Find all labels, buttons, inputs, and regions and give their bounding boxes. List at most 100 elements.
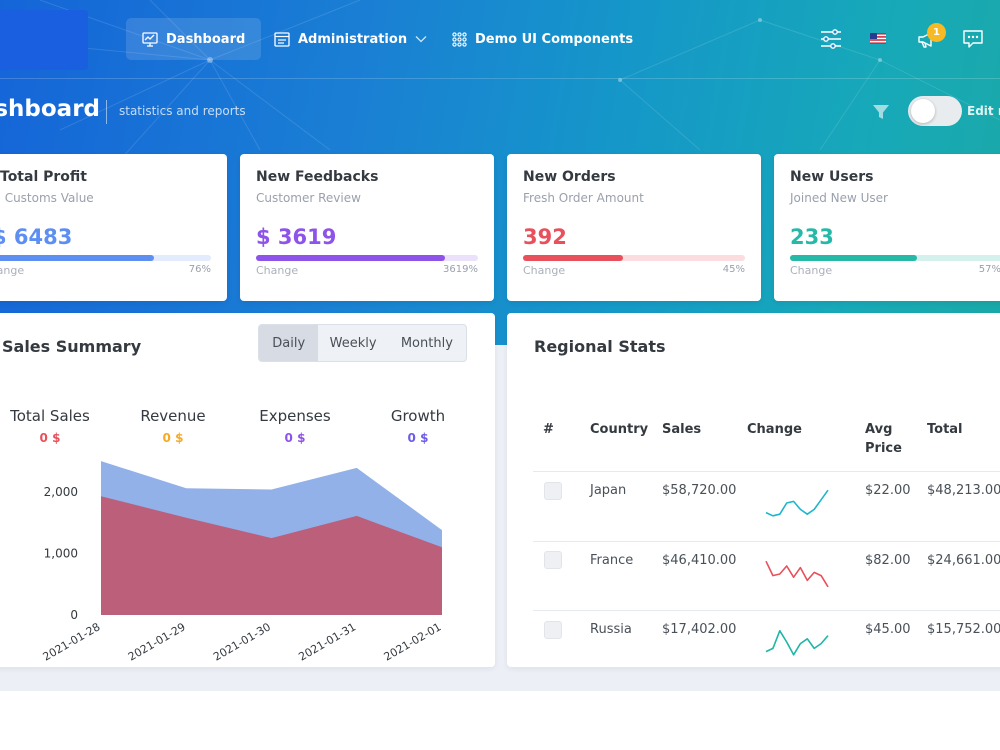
- stat-card-title: New Feedbacks: [256, 169, 379, 185]
- cell-country: France: [590, 553, 634, 568]
- nav-demo-ui-components[interactable]: Demo UI Components: [436, 18, 649, 60]
- header-divider: [0, 78, 1000, 79]
- stat-card-progress: [0, 255, 211, 261]
- stat-card-percent: 57%: [978, 264, 1000, 275]
- cell-total: $48,213.00: [927, 483, 1000, 498]
- trend-sparkline: [765, 560, 829, 588]
- area-series-1: [101, 496, 442, 615]
- stat-card-title: Total Profit: [0, 169, 87, 185]
- metric-label: Growth: [390, 407, 446, 425]
- grid-dots-icon: [452, 31, 467, 47]
- y-tick-label: 0: [70, 608, 78, 622]
- metric-value: 0 $: [407, 431, 429, 445]
- sales-summary-title: Sales Summary: [2, 337, 142, 356]
- stat-card-subtitle: Customer Review: [256, 191, 361, 205]
- tab-weekly[interactable]: Weekly: [329, 335, 377, 351]
- notifications-button[interactable]: [914, 26, 940, 52]
- metric-label: Expenses: [259, 407, 331, 425]
- chat-bubble-icon: [963, 30, 983, 48]
- stat-card-progress-fill: [256, 255, 445, 261]
- row-checkbox[interactable]: [544, 621, 562, 639]
- metric-total-sales: Total Sales 0 $: [0, 407, 110, 445]
- regional-stats-title: Regional Stats: [534, 337, 666, 356]
- stat-card-value: $ 3619: [256, 225, 337, 249]
- chat-button[interactable]: [960, 26, 986, 52]
- period-tabs: Daily Weekly Monthly: [258, 324, 467, 362]
- metric-revenue: Revenue 0 $: [113, 407, 233, 445]
- stat-card-progress-fill: [0, 255, 154, 261]
- tab-daily[interactable]: Daily: [259, 325, 319, 361]
- row-checkbox[interactable]: [544, 482, 562, 500]
- cell-avg-price: $45.00: [865, 622, 911, 637]
- sales-area-chart: 0 1,000 2,000 2021-01-28 2021-01-29 2021-01-3…: [41, 461, 444, 664]
- edit-mode-label: Edit m: [967, 104, 1000, 118]
- col-header-sales[interactable]: Sales: [662, 422, 702, 437]
- col-header-avg-price[interactable]: Avg Price: [865, 422, 902, 456]
- col-header-country[interactable]: Country: [590, 422, 649, 437]
- stat-card-value: $ 6483: [0, 225, 73, 249]
- filter-icon[interactable]: [872, 103, 890, 121]
- stat-card-progress-fill: [790, 255, 917, 261]
- tab-monthly[interactable]: Monthly: [400, 335, 453, 351]
- row-checkbox[interactable]: [544, 551, 562, 569]
- row-divider: [533, 610, 1000, 611]
- sparkline-path: [765, 630, 829, 656]
- sliders-icon: [821, 29, 841, 49]
- cell-total: $24,661.00: [927, 553, 1000, 568]
- stat-card-progress: [256, 255, 478, 261]
- regional-stats-panel: Regional Stats: [507, 313, 1000, 667]
- cell-avg-price: $22.00: [865, 483, 911, 498]
- stat-card-progress: [523, 255, 745, 261]
- megaphone-icon: [918, 32, 932, 48]
- us-flag-icon[interactable]: [870, 33, 886, 44]
- trend-sparkline: [765, 630, 829, 656]
- stat-card-progress: [790, 255, 1000, 261]
- sparkline-path: [765, 489, 829, 517]
- cell-avg-price: $82.00: [865, 553, 911, 568]
- chart-screen-icon: [142, 31, 158, 47]
- stat-card-new-orders: New Orders Fresh Order Amount 392 Change…: [507, 154, 761, 301]
- stat-card-change-label: Change: [256, 264, 299, 277]
- metric-growth: Growth 0 $: [358, 407, 478, 445]
- stat-card-percent: 3619%: [443, 264, 478, 275]
- nav-dashboard[interactable]: Dashboard: [126, 18, 262, 60]
- cell-sales: $17,402.00: [662, 622, 737, 637]
- metric-label: Revenue: [140, 407, 206, 425]
- app-logo[interactable]: [0, 10, 88, 70]
- col-header-change[interactable]: Change: [747, 422, 802, 437]
- edit-mode-toggle[interactable]: [908, 96, 962, 126]
- sparkline-path: [765, 560, 829, 588]
- y-tick-label: 1,000: [44, 546, 78, 560]
- stat-card-subtitle: Joined New User: [790, 191, 888, 205]
- chevron-down-icon: [415, 36, 427, 43]
- stat-card-subtitle: All Customs Value: [0, 191, 94, 205]
- x-tick-label: 2021-01-29: [126, 620, 188, 663]
- stat-card-percent: 45%: [722, 264, 745, 275]
- stat-card-change-label: Change: [790, 264, 833, 277]
- stat-card-value: 392: [523, 225, 567, 249]
- stat-card-new-feedbacks: New Feedbacks Customer Review $ 3619 Cha…: [240, 154, 494, 301]
- notification-count-badge: 1: [927, 23, 946, 42]
- network-background-graphic: [0, 0, 1000, 261]
- page-subtitle: statistics and reports: [119, 104, 246, 118]
- stat-card-title: New Orders: [523, 169, 616, 185]
- metric-value: 0 $: [162, 431, 184, 445]
- nav-administration[interactable]: Administration: [258, 18, 443, 60]
- cell-total: $15,752.00: [927, 622, 1000, 637]
- stat-card-subtitle: Fresh Order Amount: [523, 191, 644, 205]
- metric-value: 0 $: [284, 431, 306, 445]
- settings-sliders-button[interactable]: [818, 26, 844, 52]
- y-tick-label: 2,000: [44, 485, 78, 499]
- stat-card-value: 233: [790, 225, 834, 249]
- col-header-total[interactable]: Total: [927, 422, 963, 437]
- x-tick-label: 2021-01-28: [41, 620, 103, 663]
- cell-sales: $46,410.00: [662, 553, 737, 568]
- metric-value: 0 $: [39, 431, 61, 445]
- row-divider: [533, 541, 1000, 542]
- col-header-index: #: [543, 422, 554, 437]
- window-settings-icon: [274, 31, 290, 47]
- cell-country: Japan: [590, 483, 627, 498]
- metric-label: Total Sales: [10, 407, 90, 425]
- trend-sparkline: [765, 489, 829, 517]
